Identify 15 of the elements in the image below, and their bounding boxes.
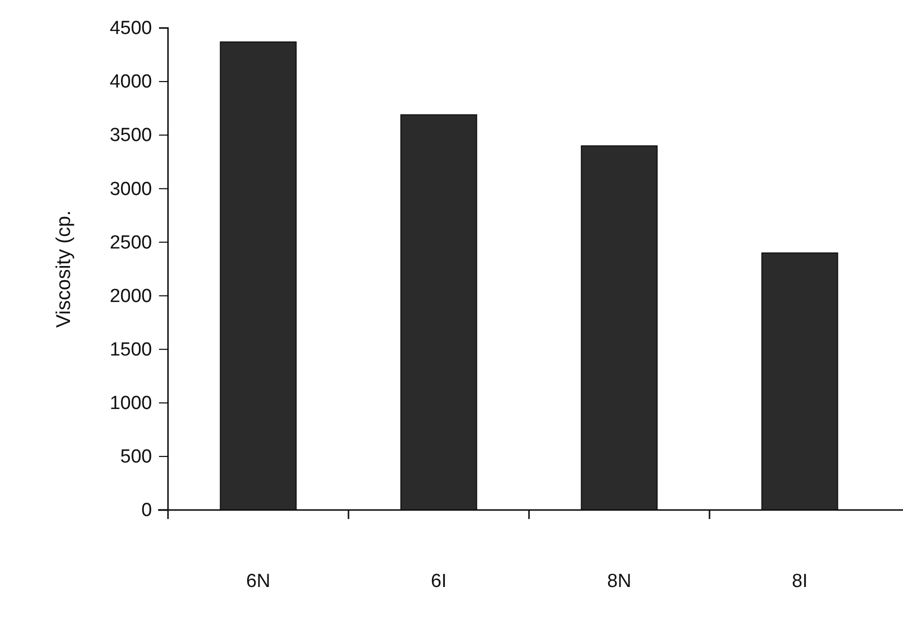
y-tick-label: 4500 [110, 18, 152, 40]
y-tick-label: 2000 [110, 286, 152, 307]
y-tick-label: 3500 [110, 125, 152, 146]
x-tick-label: 8I [792, 571, 808, 592]
y-tick-label: 4000 [110, 72, 152, 93]
y-tick-label: 500 [120, 446, 152, 468]
x-tick-label: 8N [607, 571, 632, 592]
y-tick-label: 2500 [110, 232, 152, 254]
y-tick-label: 0 [141, 500, 152, 522]
x-tick-label: 6I [430, 571, 447, 592]
y-tick-label: 1000 [110, 392, 152, 414]
y-axis-title: Viscosity (cp. [53, 210, 75, 328]
x-tick-label: 6N [246, 571, 270, 592]
y-tick-label: 1500 [110, 339, 152, 360]
y-tick-label: 3000 [110, 178, 152, 200]
